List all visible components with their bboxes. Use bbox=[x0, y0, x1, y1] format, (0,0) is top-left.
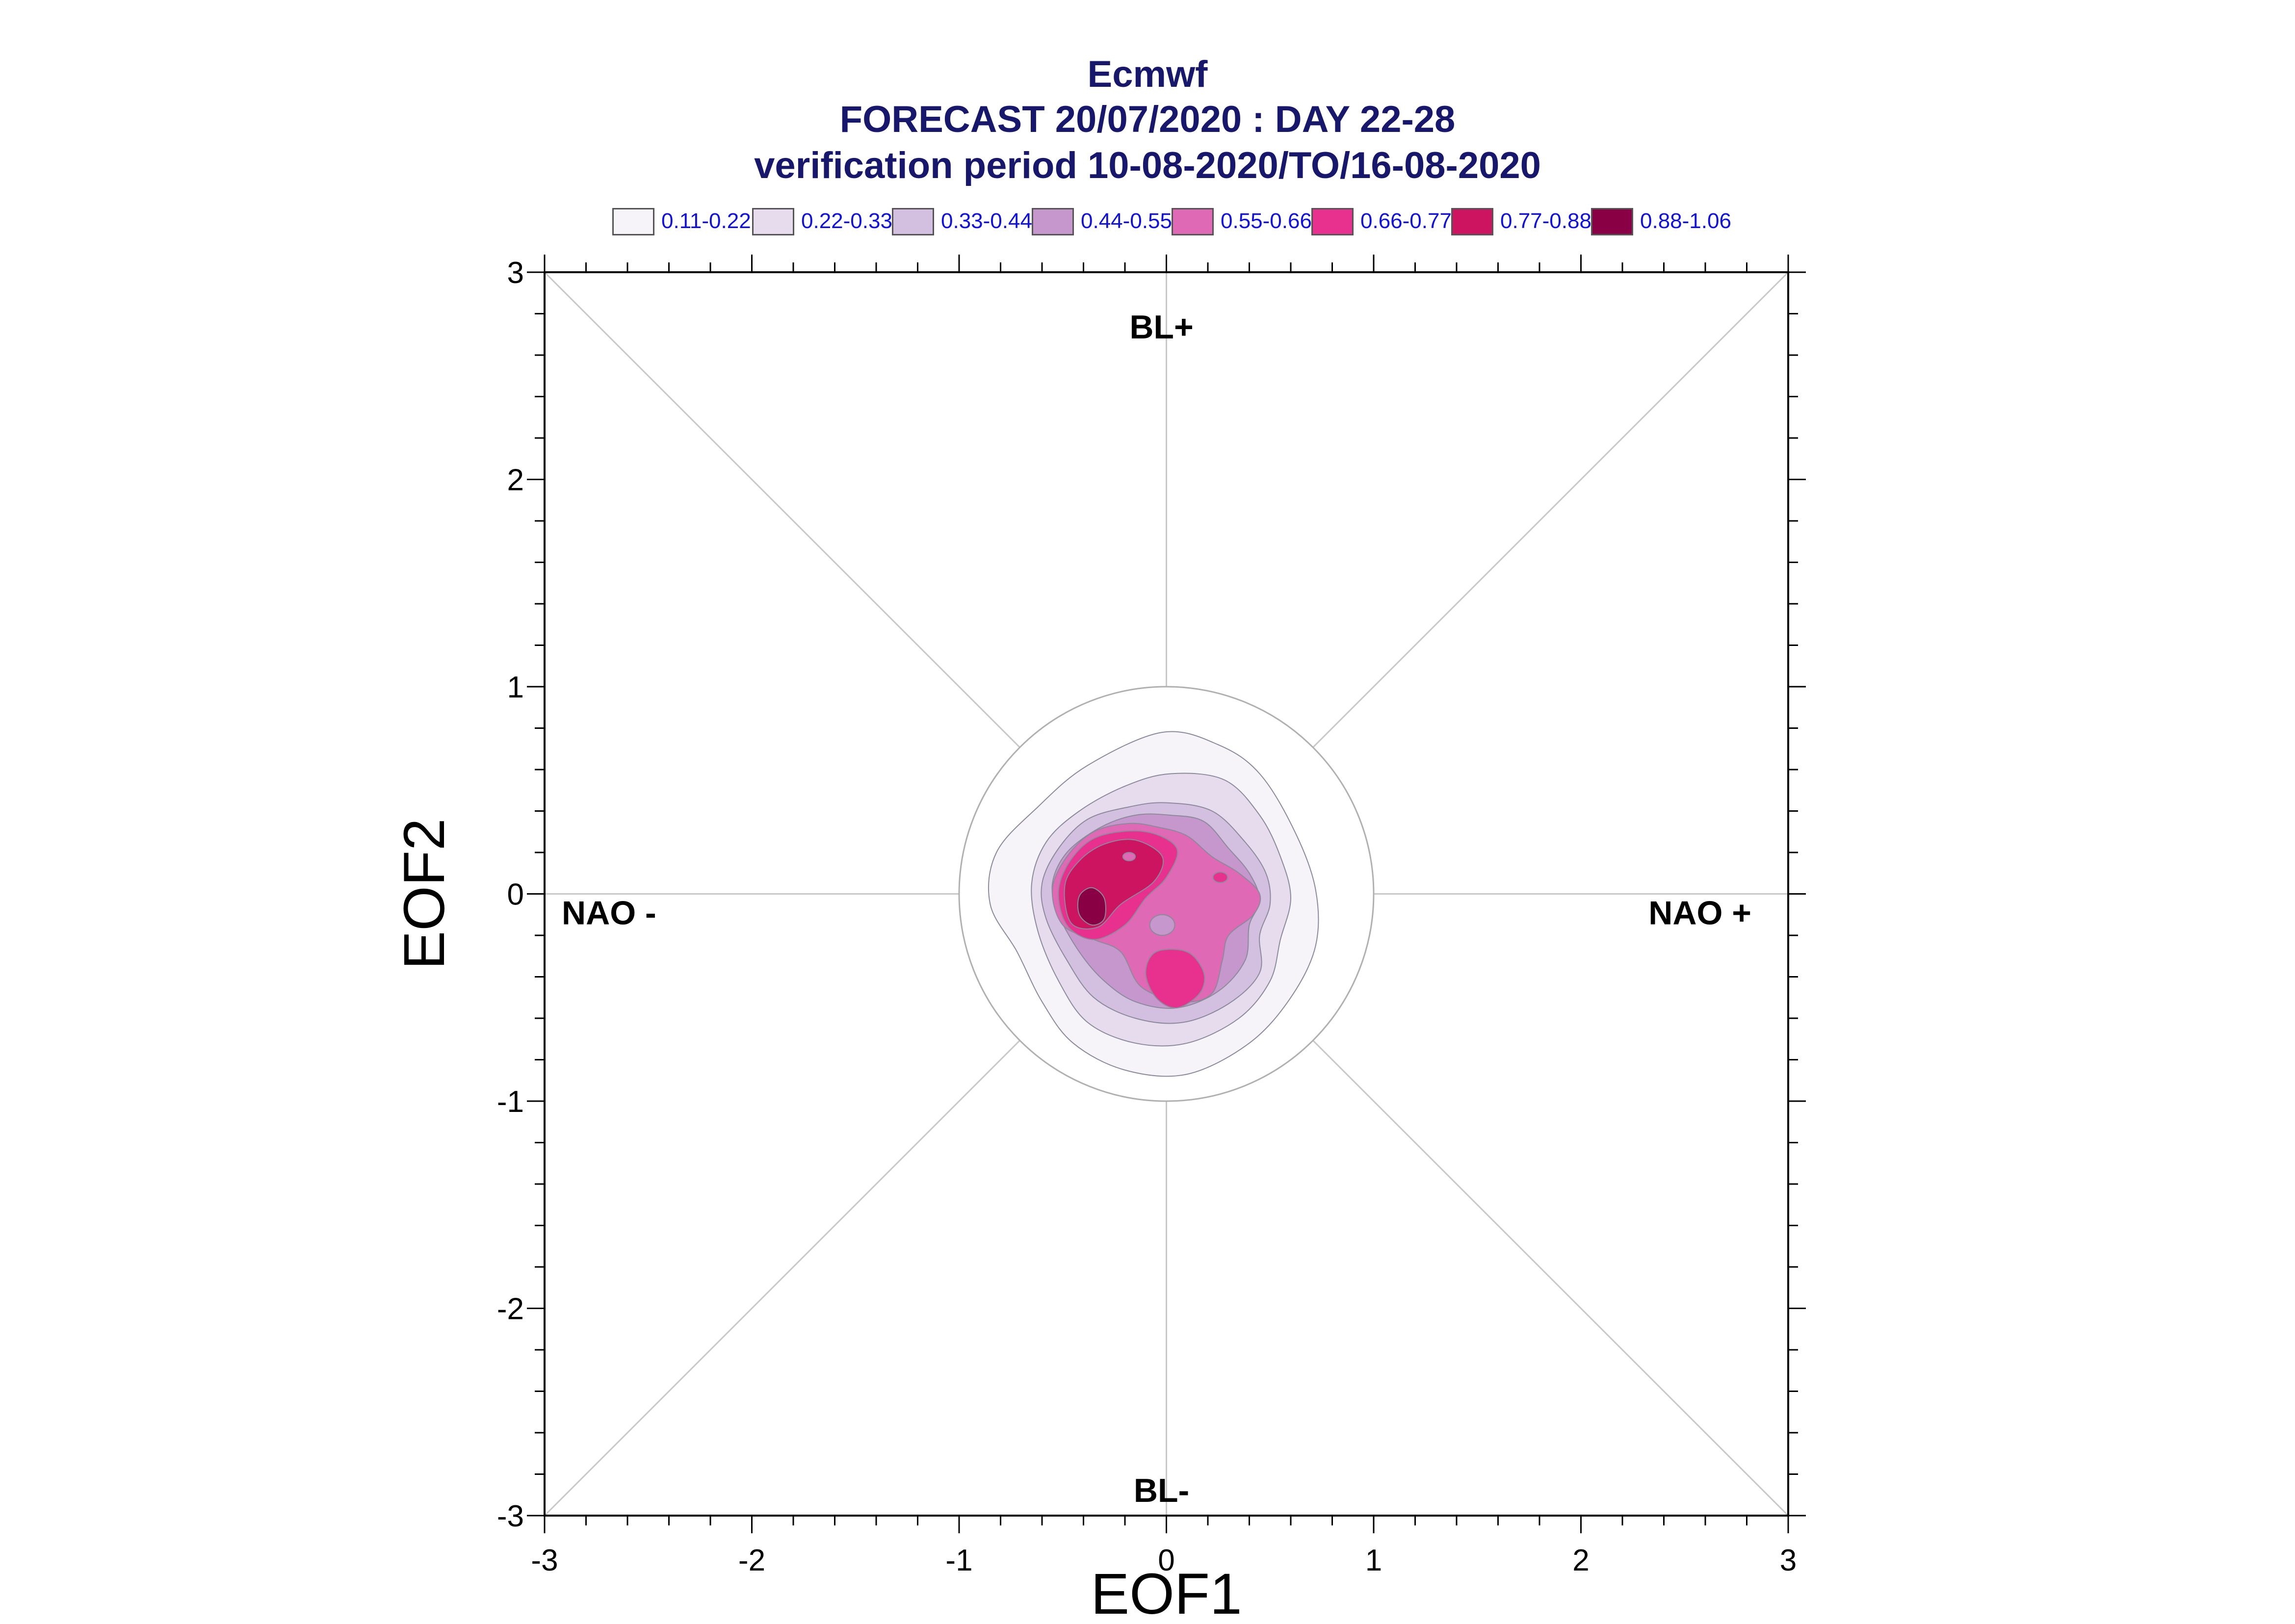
regime-label-bl-minus: BL- bbox=[1134, 1472, 1189, 1509]
x-tick-label: -2 bbox=[738, 1544, 765, 1577]
regime-label-nao-minus: NAO - bbox=[562, 895, 656, 932]
chart-subtitle-verification: verification period 10-08-2020/TO/16-08-… bbox=[754, 145, 1541, 186]
legend-label: 0.66-0.77 bbox=[1360, 209, 1452, 233]
legend-swatch bbox=[1451, 208, 1493, 235]
x-tick-label: -3 bbox=[531, 1544, 558, 1577]
x-tick-label: -1 bbox=[945, 1544, 972, 1577]
legend-swatch bbox=[1591, 208, 1633, 235]
legend-label: 0.55-0.66 bbox=[1221, 209, 1312, 233]
density-contour bbox=[1145, 949, 1205, 1008]
legend-label: 0.33-0.44 bbox=[941, 209, 1032, 233]
density-contour bbox=[1212, 872, 1228, 883]
y-axis-label: EOF2 bbox=[392, 818, 457, 969]
x-axis-label: EOF1 bbox=[1091, 1562, 1242, 1624]
legend-label: 0.44-0.55 bbox=[1081, 209, 1172, 233]
regime-label-nao-plus: NAO + bbox=[1648, 895, 1751, 932]
density-contour bbox=[1149, 914, 1175, 936]
legend-swatch bbox=[1172, 208, 1214, 235]
density-contour bbox=[1122, 852, 1136, 861]
legend-label: 0.88-1.06 bbox=[1640, 209, 1731, 233]
y-tick-label: -3 bbox=[497, 1499, 524, 1533]
density-peak bbox=[1077, 887, 1106, 926]
y-tick-label: 1 bbox=[507, 670, 524, 704]
x-tick-label: 3 bbox=[1780, 1544, 1797, 1577]
y-tick-label: -2 bbox=[497, 1292, 524, 1326]
chart-subtitle-forecast: FORECAST 20/07/2020 : DAY 22-28 bbox=[839, 99, 1456, 140]
y-tick-label: 3 bbox=[507, 256, 524, 290]
regime-label-bl-plus: BL+ bbox=[1129, 309, 1193, 346]
x-tick-label: 2 bbox=[1572, 1544, 1589, 1577]
chart-title: Ecmwf bbox=[1087, 53, 1208, 95]
legend: 0.11-0.22 0.22-0.33 0.33-0.44 0.44-0.55 0.55… bbox=[0, 206, 2295, 240]
legend-swatch bbox=[892, 208, 934, 235]
legend-swatch bbox=[1311, 208, 1354, 235]
x-tick-label: 1 bbox=[1365, 1544, 1382, 1577]
y-tick-label: 2 bbox=[507, 464, 524, 497]
legend-swatch bbox=[1032, 208, 1074, 235]
legend-label: 0.77-0.88 bbox=[1500, 209, 1591, 233]
legend-label: 0.22-0.33 bbox=[801, 209, 892, 233]
y-tick-label: 0 bbox=[507, 878, 524, 912]
legend-swatch bbox=[752, 208, 794, 235]
legend-swatch bbox=[612, 208, 654, 235]
y-tick-label: -1 bbox=[497, 1085, 524, 1119]
x-tick-label: 0 bbox=[1158, 1544, 1174, 1577]
legend-label: 0.11-0.22 bbox=[661, 209, 751, 233]
